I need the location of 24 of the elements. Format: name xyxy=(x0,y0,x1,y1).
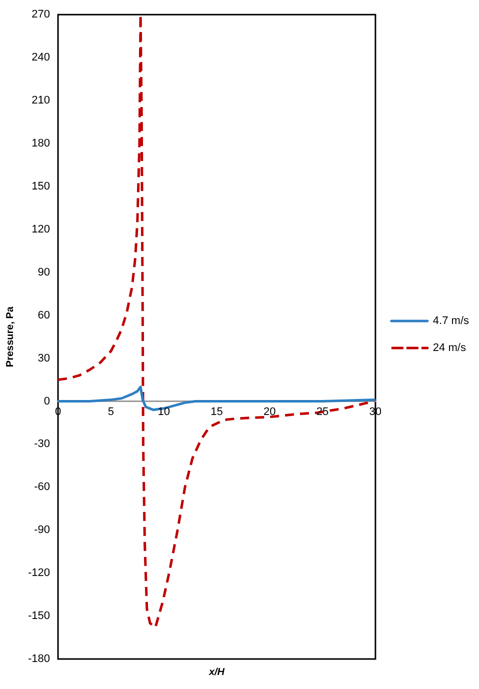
x-axis-title: x/H xyxy=(208,666,226,678)
y-tick-label: 180 xyxy=(32,138,50,150)
y-tick-label: 240 xyxy=(32,52,50,64)
y-tick-label: 150 xyxy=(32,180,50,192)
legend-label: 24 m/s xyxy=(432,342,466,354)
y-tick-label: 60 xyxy=(38,309,50,322)
y-tick-label: 30 xyxy=(38,352,50,364)
y-tick-label: 270 xyxy=(32,8,50,21)
y-tick-label: 90 xyxy=(38,266,50,278)
x-tick-label: 10 xyxy=(158,406,170,418)
y-tick-label: -150 xyxy=(28,610,50,622)
y-tick-label: 0 xyxy=(44,395,50,408)
legend-label: 4.7 m/s xyxy=(432,315,470,328)
y-tick-label: 120 xyxy=(32,223,50,236)
y-tick-label: -180 xyxy=(28,653,50,666)
y-tick-label: 210 xyxy=(32,94,50,107)
y-tick-label: -30 xyxy=(34,438,50,450)
y-tick-label: -90 xyxy=(34,524,50,536)
x-tick-label: 20 xyxy=(264,406,276,418)
x-tick-label: 5 xyxy=(108,406,114,418)
y-axis-title: Pressure, Pa xyxy=(4,306,16,368)
y-tick-label: -60 xyxy=(34,481,50,494)
y-tick-label: -120 xyxy=(28,567,50,580)
x-tick-label: 15 xyxy=(210,406,223,418)
